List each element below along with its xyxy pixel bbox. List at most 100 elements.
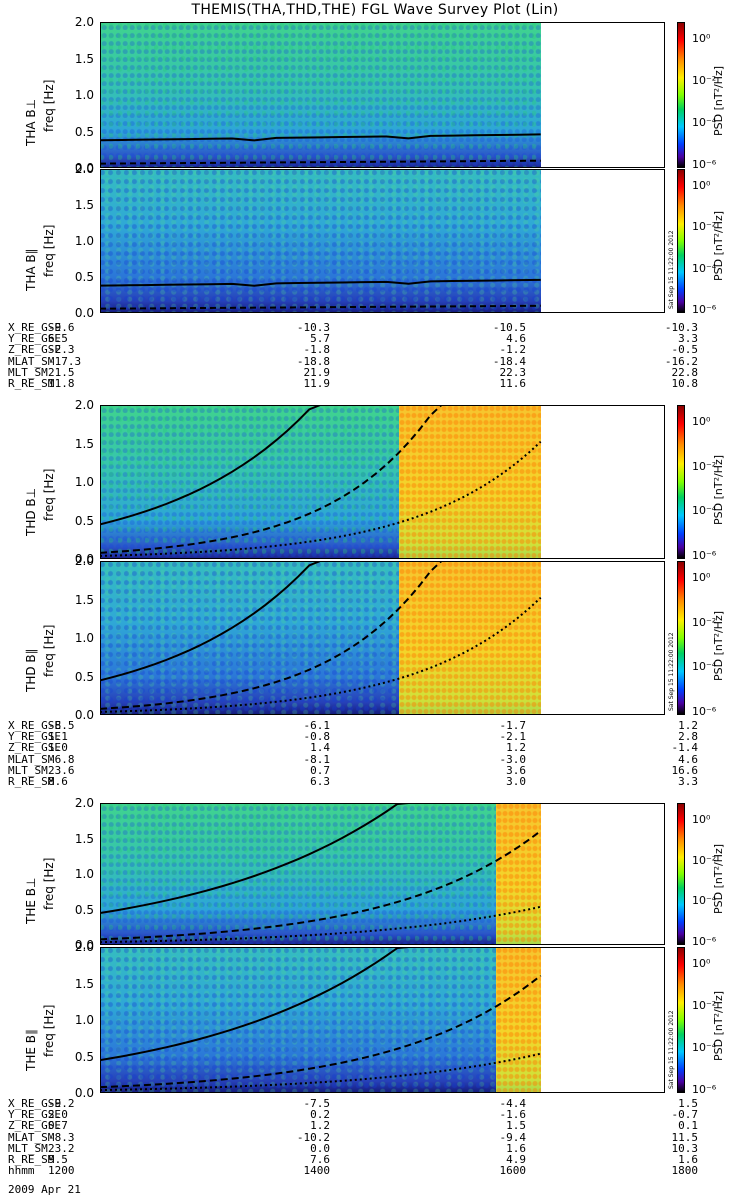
y-tick-label: 0.5	[74, 669, 94, 684]
y-tick-label: 2.0	[74, 796, 94, 810]
frequency-curves	[100, 278, 541, 310]
ephemeris-value: -0.5	[671, 343, 699, 357]
gyrofrequency-curve	[100, 947, 541, 1062]
ephemeris-value: -8.3	[48, 1130, 75, 1144]
y-tick-label: 1.0	[74, 475, 94, 489]
colorbar	[677, 405, 685, 559]
y-tick-label: 2.0	[74, 940, 94, 954]
ephemeris-value: 1.0	[48, 741, 68, 755]
frequency-unit-label: freq [Hz]	[42, 857, 56, 910]
y-tick-label: 0.0	[74, 938, 94, 952]
y-tick-label: 2.0	[74, 398, 94, 412]
ephemeris-value: 8.6	[48, 774, 68, 788]
high-psd-region	[495, 947, 541, 1093]
ephemeris-value: -1.7	[499, 719, 527, 732]
colorbar-tick: 10⁻⁴	[692, 116, 717, 129]
colorbar-tick: 10⁻²	[692, 220, 717, 234]
ephemeris-value: -8.5	[48, 719, 75, 732]
ephemeris-value: -3.0	[499, 752, 527, 766]
no-data-region	[540, 405, 665, 559]
gyrofrequency-curve	[100, 133, 541, 142]
half-gyrofrequency-curve	[100, 304, 541, 310]
ephemeris-value: 1.5	[506, 1119, 526, 1133]
half-gyrofrequency-curve	[100, 830, 542, 941]
frequency-curves	[100, 405, 542, 557]
lower-hybrid-curve	[100, 440, 542, 557]
ephemeris-row: X_RE_GSE -9.2 -7.5 -4.4 1.5	[8, 1098, 738, 1109]
ephemeris-value: -6.8	[48, 752, 75, 766]
ephemeris-value: 1.6	[678, 1152, 698, 1166]
ephemeris-value: 3.3	[678, 332, 698, 346]
colorbar-tick: 10⁻²	[692, 853, 717, 867]
half-gyrofrequency-curve	[100, 974, 542, 1089]
y-tick-label: 2.0	[74, 162, 94, 176]
lower-hybrid-curve	[100, 1052, 541, 1092]
spectrogram-fill	[100, 947, 541, 1093]
gyrofrequency-curve	[100, 405, 541, 526]
y-tick-label: 1.0	[74, 867, 94, 881]
spectrogram-fill	[100, 169, 541, 313]
ephemeris-value: 6.5	[48, 332, 68, 346]
ephemeris-value: 2.8	[678, 730, 698, 744]
y-tick-label: 0.5	[74, 124, 94, 139]
no-data-region	[540, 561, 665, 715]
ephemeris-value: 7.6	[310, 1152, 330, 1166]
probe-label: THE B∥	[24, 1029, 38, 1072]
probe-label: THA B⊥	[24, 99, 38, 147]
ephemeris-table: X_RE_GSE -9.2 -7.5 -4.4 1.5 Y_RE_GSE 2.0 0.2 -1.…	[8, 1098, 738, 1177]
colorbar-tick: 10⁻⁶	[692, 303, 717, 316]
probe-label: THD B⊥	[24, 487, 38, 536]
ephemeris-value: 4.9	[506, 1152, 526, 1166]
colorbar-tick: 10⁻⁴	[692, 261, 717, 275]
colorbar-tick: 10⁻²	[692, 74, 717, 87]
ephemeris-value: -1.8	[303, 343, 331, 357]
ephemeris-value: 1.2	[678, 719, 698, 732]
ephemeris-value: -18.4	[492, 354, 526, 368]
ephemeris-value: 6.3	[310, 774, 330, 788]
no-data-region	[540, 22, 665, 168]
colorbar-tick: 10⁻⁴	[692, 504, 717, 518]
y-tick-label: 0.0	[74, 1086, 94, 1100]
lower-hybrid-curve	[100, 905, 541, 944]
ephemeris-row: R_RE_SM 8.6 6.3 3.0 3.3	[8, 776, 738, 787]
ephemeris-value: -9.6	[48, 321, 75, 334]
ephemeris-label: Z_RE_GSE	[8, 741, 61, 755]
ephemeris-value: -6.1	[303, 719, 331, 732]
ephemeris-row: X_RE_GSE -8.5 -6.1 -1.7 1.2	[8, 720, 738, 731]
ephemeris-table: X_RE_GSE -8.5 -6.1 -1.7 1.2 Y_RE_GSE 1.1 -0.8 -2…	[8, 720, 738, 787]
y-tick-label: 1.5	[74, 436, 94, 451]
y-tick-label: 1.5	[74, 831, 94, 846]
ephemeris-value: 5.7	[310, 332, 330, 346]
ephemeris-row: Z_RE_GSE 1.0 1.4 1.2 -1.4	[8, 742, 738, 753]
y-tick-label: 0.5	[74, 902, 94, 917]
ephemeris-label: X_RE_GSE	[8, 719, 61, 732]
ephemeris-value: -2.3	[48, 343, 75, 357]
colorbar	[677, 803, 685, 945]
ephemeris-value: -16.2	[664, 354, 698, 368]
colorbar-tick: 10⁰	[692, 179, 711, 192]
ephemeris-label: MLT_SM	[8, 1141, 48, 1155]
ephemeris-row: hhmm 1200 1400 1600 1800	[8, 1165, 738, 1176]
ephemeris-value: 1.2	[310, 1119, 330, 1133]
frequency-curves	[100, 133, 541, 165]
y-tick-label: 1.0	[74, 88, 94, 102]
half-gyrofrequency-curve	[100, 405, 541, 554]
colorbar-tick: 10⁰	[692, 957, 711, 970]
ephemeris-value: 22.3	[499, 365, 527, 379]
ephemeris-label: R_RE_SM	[8, 376, 55, 390]
ephemeris-value: 10.3	[671, 1141, 699, 1155]
y-tick-label: 1.0	[74, 234, 94, 248]
colorbar-tick: 10⁻²	[692, 615, 717, 629]
y-tick-label: 0.5	[74, 513, 94, 528]
ephemeris-label: R_RE_SM	[8, 774, 55, 788]
colorbar-tick: 10⁰	[692, 32, 711, 45]
ephemeris-row: X_RE_GSE -9.6 -10.3 -10.5 -10.3	[8, 322, 738, 333]
ephemeris-row: MLAT_SM -6.8 -8.1 -3.0 4.6	[8, 752, 738, 766]
ephemeris-value: -10.3	[664, 321, 698, 334]
ephemeris-value: 0.2	[310, 1108, 330, 1122]
colorbar-tick: 10⁻⁴	[692, 660, 717, 674]
ephemeris-value: -2.1	[499, 730, 527, 744]
colorbar-tick: 10⁰	[692, 415, 711, 428]
y-tick-label: 0.0	[74, 708, 94, 722]
y-tick-label: 0.5	[74, 1049, 94, 1064]
